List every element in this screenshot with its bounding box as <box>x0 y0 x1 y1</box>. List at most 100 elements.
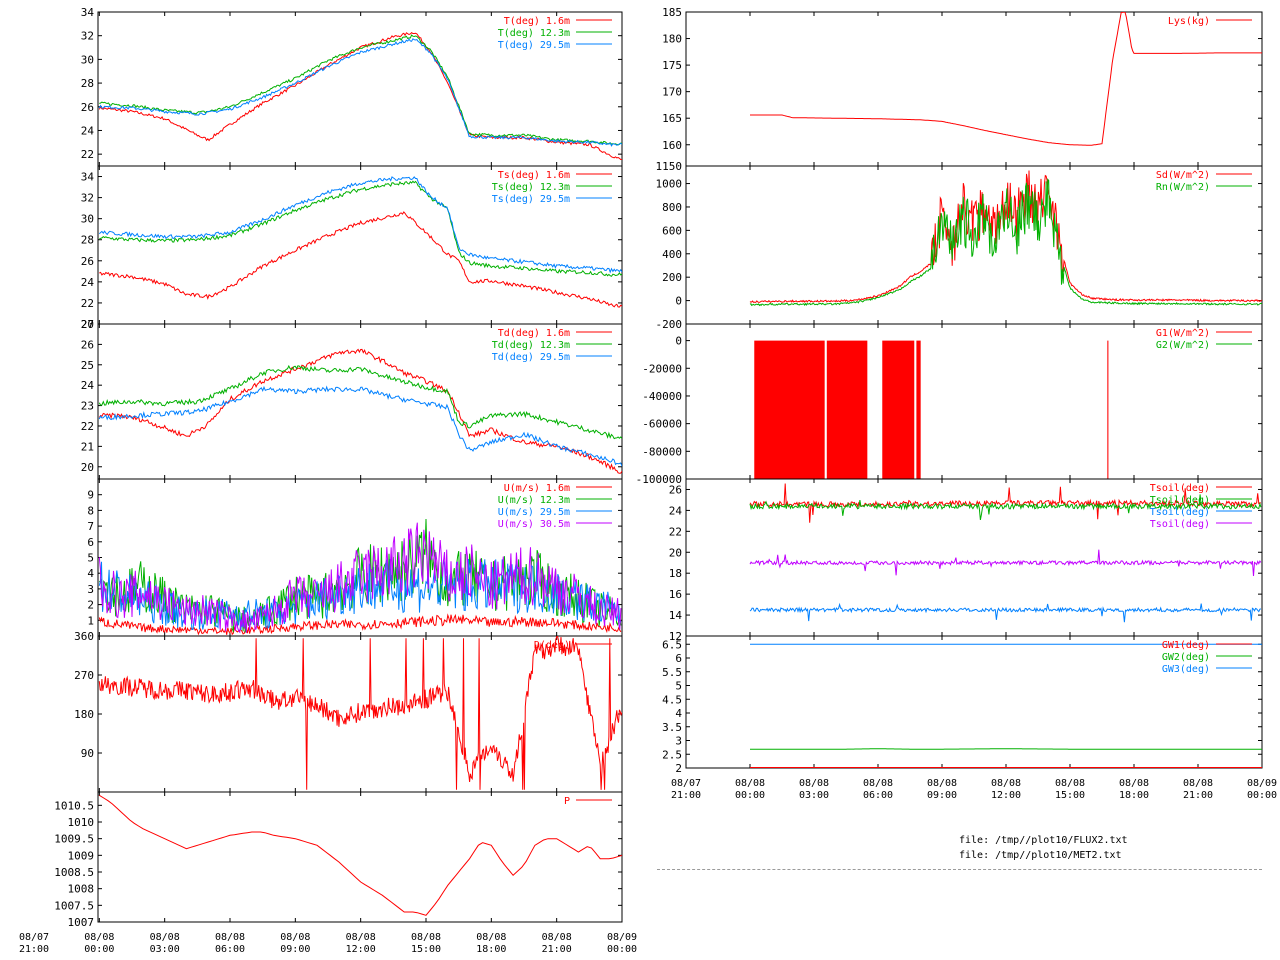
y-tick-label: 5 <box>87 552 94 565</box>
series-group <box>99 794 622 916</box>
y-tick-label: 20 <box>81 318 94 331</box>
x-tick-date: 08/09 <box>607 932 637 943</box>
series-group <box>749 483 1262 623</box>
y-tick-label: 22 <box>669 525 682 538</box>
y-tick-label: 24 <box>81 276 95 289</box>
legend-label: Td(deg) 12.3m <box>492 340 570 351</box>
file-label-met: file: /tmp//plot10/MET2.txt <box>959 850 1122 861</box>
series-line-1 <box>749 178 1262 307</box>
series-line-0 <box>98 613 622 636</box>
y-tick-label: 4 <box>87 567 94 580</box>
x-tick-date: 08/07 <box>19 932 49 943</box>
y-tick-label: 23 <box>81 400 94 413</box>
legend-label: U(m/s) 29.5m <box>498 507 570 518</box>
series-group <box>98 636 622 790</box>
y-tick-label: -200 <box>656 318 683 331</box>
series-line-2 <box>98 38 622 147</box>
y-tick-label: 26 <box>81 255 94 268</box>
legend-label: U(m/s) 12.3m <box>498 495 570 506</box>
x-tick-date: 08/08 <box>1119 778 1149 789</box>
panel-6: 160 165 170 175 180 185 Lys(kg) <box>662 6 1263 167</box>
x-tick-date: 08/08 <box>215 932 245 943</box>
plot-frame <box>97 635 623 793</box>
legend-label: Td(deg) 29.5m <box>492 352 570 363</box>
y-tick-label: 9 <box>87 489 94 502</box>
y-tick-label: 24 <box>81 379 95 392</box>
y-tick-label: 5 <box>675 680 682 693</box>
x-tick-date: 08/08 <box>411 932 441 943</box>
y-tick-label: 18 <box>669 567 682 580</box>
y-tick-label: -20000 <box>642 362 682 375</box>
y-tick-label: 270 <box>74 669 94 682</box>
legend-label: Tsoil(deg) <box>1150 507 1210 518</box>
y-tick-label: 800 <box>662 201 682 214</box>
series-line-1 <box>749 494 1262 520</box>
y-tick-label: 26 <box>81 101 94 114</box>
legend-label: D(deg) <box>534 640 570 651</box>
y-tick-label: 24 <box>669 504 683 517</box>
y-tick-label: 160 <box>662 139 682 152</box>
x-tick-time: 09:00 <box>280 944 310 955</box>
series-line-1 <box>98 364 622 440</box>
y-tick-label: 1007.5 <box>54 899 94 912</box>
y-tick-label: 1010 <box>68 816 95 829</box>
series-line-0 <box>749 170 1262 303</box>
x-tick-date: 08/08 <box>1183 778 1213 789</box>
series-line-0 <box>99 211 622 308</box>
y-tick-label: 22 <box>81 420 94 433</box>
y-tick-label: 26 <box>81 338 94 351</box>
y-tick-label: 3 <box>675 735 682 748</box>
series-group <box>750 643 1262 768</box>
y-tick-label: 26 <box>669 483 682 496</box>
y-tick-label: 180 <box>74 708 94 721</box>
y-tick-label: 185 <box>662 6 682 19</box>
y-tick-label: 12 <box>669 630 682 643</box>
x-tick-time: 12:00 <box>346 944 376 955</box>
legend-label: T(deg) 29.5m <box>498 40 570 51</box>
series-group <box>98 176 622 308</box>
x-tick-date: 08/08 <box>735 778 765 789</box>
y-tick-label: 14 <box>669 609 683 622</box>
y-tick-label: 16 <box>669 588 682 601</box>
x-tick-date: 08/08 <box>991 778 1021 789</box>
legend-label: G1(W/m^2) <box>1156 328 1210 339</box>
legend-label: GW3(deg) <box>1162 664 1210 675</box>
series-line-0 <box>750 12 1262 146</box>
x-tick-time: 18:00 <box>476 944 506 955</box>
y-tick-label: 4.5 <box>662 693 682 706</box>
panel-8: -100000 -80000 -60000 -40000 -20000 0 G1(W/m^2… <box>636 323 1263 486</box>
y-tick-label: 30 <box>81 53 94 66</box>
x-tick-time: 00:00 <box>1247 790 1277 801</box>
plot-frame <box>97 791 623 923</box>
y-tick-label: 170 <box>662 86 682 99</box>
y-tick-label: 2 <box>675 762 682 775</box>
y-tick-label: 20 <box>669 546 682 559</box>
legend-label: U(m/s) 1.6m <box>504 483 570 494</box>
x-tick-time: 06:00 <box>215 944 245 955</box>
legend-label: Ts(deg) 29.5m <box>492 194 570 205</box>
y-tick-label: 6.5 <box>662 638 682 651</box>
legend-label: GW2(deg) <box>1162 652 1210 663</box>
x-tick-date: 08/08 <box>542 932 572 943</box>
plot-frame <box>685 11 1263 167</box>
legend-label: T(deg) 12.3m <box>498 28 570 39</box>
x-tick-date: 08/08 <box>84 932 114 943</box>
panel-7: -200 0 200 400 600 800 1000 1150 Sd(W/m^2)Rn(W/m… <box>656 160 1263 331</box>
y-tick-label: 30 <box>81 213 94 226</box>
y-tick-label: 24 <box>81 124 95 137</box>
y-tick-label: 0 <box>675 335 682 348</box>
x-tick-time: 00:00 <box>84 944 114 955</box>
series-group <box>98 31 622 160</box>
g1-flux-band <box>1107 340 1109 479</box>
g1-flux-band <box>916 340 921 479</box>
series-line-1 <box>99 34 622 146</box>
series-group <box>98 348 622 474</box>
x-tick-date: 08/07 <box>671 778 701 789</box>
y-tick-label: 4 <box>675 707 682 720</box>
legend-label: Tsoil(deg) <box>1150 495 1210 506</box>
y-tick-label: 1009.5 <box>54 833 94 846</box>
y-tick-label: 3.5 <box>662 721 682 734</box>
y-tick-label: 32 <box>81 30 94 43</box>
